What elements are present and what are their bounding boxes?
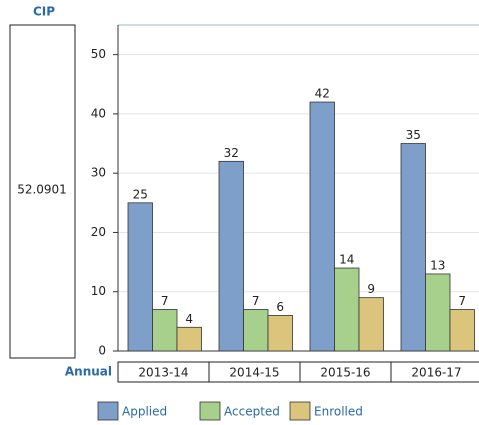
- data-label: 6: [276, 300, 284, 314]
- data-label: 7: [161, 294, 169, 308]
- legend-swatch: [97, 401, 119, 421]
- legend-swatch: [199, 401, 221, 421]
- bar: [152, 309, 178, 352]
- bar: [334, 267, 360, 352]
- bar: [425, 273, 451, 352]
- x-tick-label: 2016-17: [411, 366, 461, 380]
- bar: [309, 101, 335, 352]
- data-label: 32: [224, 146, 239, 160]
- bar: [127, 202, 153, 352]
- y-tick-label: 30: [91, 166, 106, 180]
- data-label: 9: [367, 282, 375, 296]
- legend-label: Applied: [122, 405, 167, 419]
- y-tick-label: 20: [91, 225, 106, 239]
- y-tick-label: 10: [91, 284, 106, 298]
- x-tick-label: 2015-16: [320, 366, 370, 380]
- legend-swatch: [289, 401, 311, 421]
- y-tick-label: 40: [91, 106, 106, 120]
- bar: [449, 309, 475, 352]
- data-label: 35: [406, 128, 421, 142]
- data-label: 7: [252, 294, 260, 308]
- data-label: 13: [430, 258, 445, 272]
- y-tick-label: 0: [98, 344, 106, 358]
- x-tick-label: 2013-14: [138, 366, 188, 380]
- data-label: 4: [185, 312, 193, 326]
- x-tick-label: 2014-15: [229, 366, 279, 380]
- data-label: 25: [133, 187, 148, 201]
- bar: [218, 160, 244, 352]
- data-label: 7: [458, 294, 466, 308]
- row-label: 52.0901: [17, 183, 67, 197]
- y-tick-label: 50: [91, 47, 106, 61]
- legend-label: Accepted: [224, 405, 280, 419]
- data-label: 14: [339, 253, 354, 267]
- bar: [267, 315, 293, 352]
- x-axis-label: Annual: [65, 365, 112, 379]
- bar: [400, 143, 426, 352]
- category-cell: [390, 361, 479, 383]
- bar: [358, 297, 384, 352]
- row-header: CIP: [33, 5, 55, 19]
- bar: [243, 309, 269, 352]
- bar: [176, 326, 202, 352]
- data-label: 42: [315, 87, 330, 101]
- legend-label: Enrolled: [314, 405, 363, 419]
- row-box: [9, 24, 76, 359]
